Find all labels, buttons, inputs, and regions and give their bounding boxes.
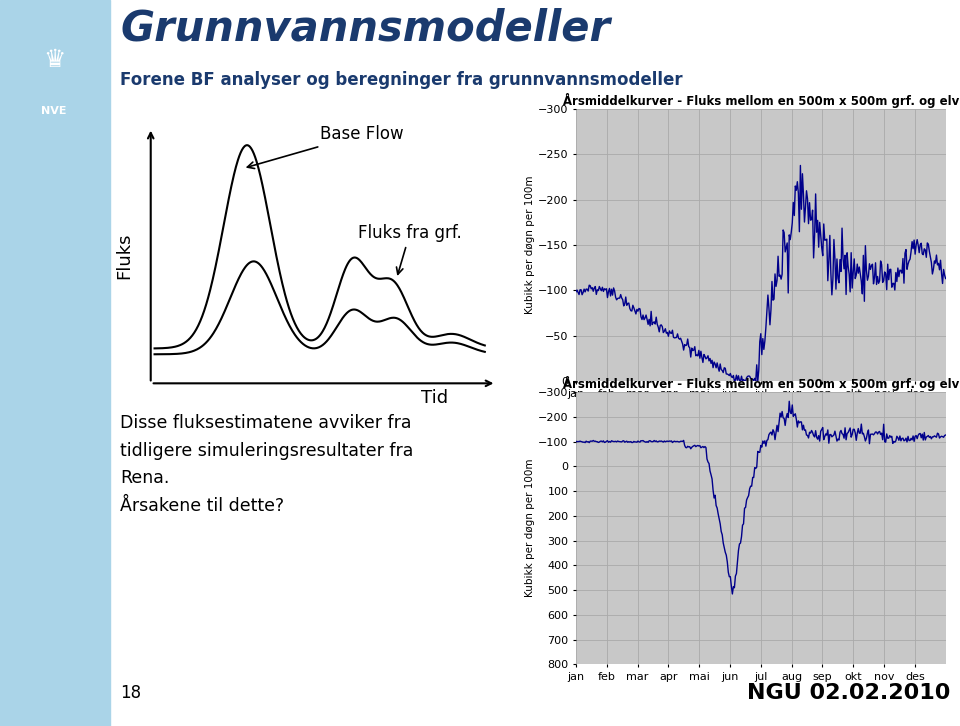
Text: Forene BF analyser og beregninger fra grunnvannsmodeller: Forene BF analyser og beregninger fra gr…: [120, 71, 683, 89]
Y-axis label: Kubikk per døgn per 100m: Kubikk per døgn per 100m: [525, 459, 535, 597]
Y-axis label: Kubikk per døgn per 100m: Kubikk per døgn per 100m: [525, 176, 535, 314]
Text: Fluks fra grf.: Fluks fra grf.: [358, 224, 462, 274]
Title: Årsmiddelkurver - Fluks mellom en 500m x 500m grf. og elv: Årsmiddelkurver - Fluks mellom en 500m x…: [563, 376, 959, 391]
Text: Base Flow: Base Flow: [248, 126, 403, 168]
Text: ♛: ♛: [43, 48, 65, 73]
Text: NGU 02.02.2010: NGU 02.02.2010: [747, 683, 950, 703]
Text: Tid: Tid: [421, 388, 448, 407]
Title: Årsmiddelkurver - Fluks mellom en 500m x 500m grf. og elv: Årsmiddelkurver - Fluks mellom en 500m x…: [563, 93, 959, 107]
Text: 18: 18: [120, 685, 141, 702]
Text: Grunnvannsmodeller: Grunnvannsmodeller: [120, 7, 610, 49]
Text: Disse fluksestimatene avviker fra
tidligere simuleringsresultater fra
Rena.
Årsa: Disse fluksestimatene avviker fra tidlig…: [120, 414, 414, 515]
Text: NVE: NVE: [41, 106, 67, 115]
Text: Fluks: Fluks: [115, 232, 132, 279]
